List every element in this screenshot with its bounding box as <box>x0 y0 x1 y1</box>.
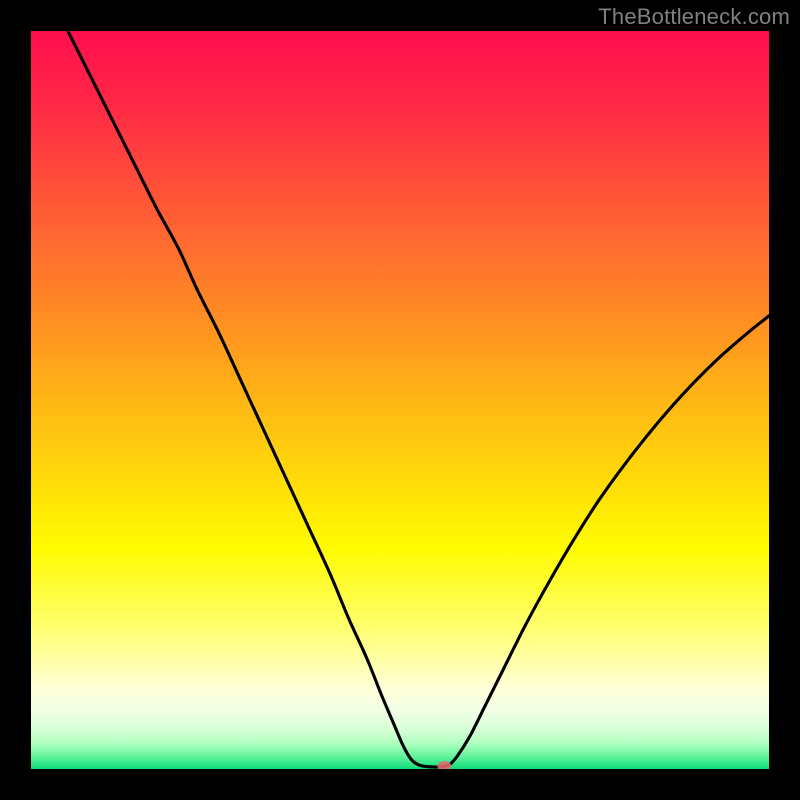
watermark-text: TheBottleneck.com <box>598 4 790 30</box>
chart-svg <box>31 31 769 769</box>
chart-plot-area <box>31 31 769 769</box>
gradient-background <box>31 31 769 769</box>
